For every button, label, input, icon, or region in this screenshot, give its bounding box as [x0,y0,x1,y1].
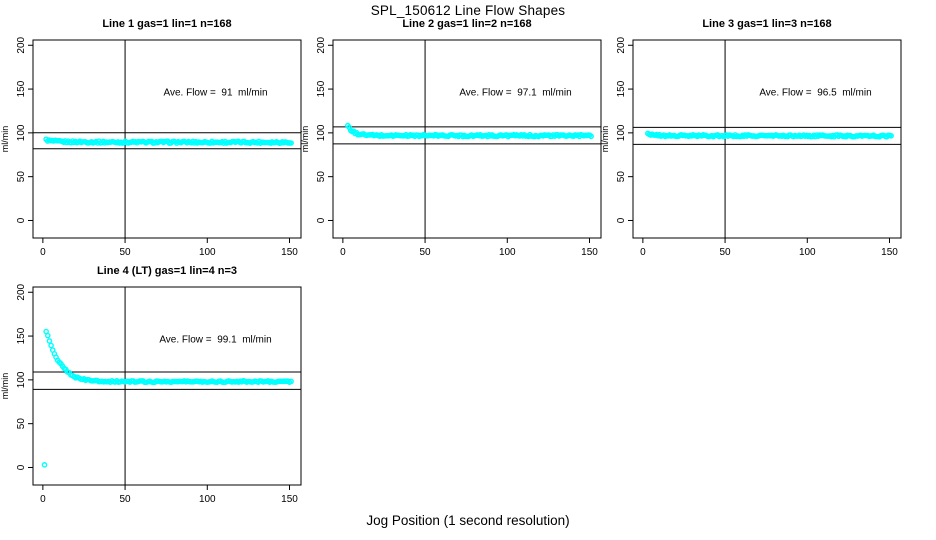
svg-text:100: 100 [16,124,27,141]
svg-text:50: 50 [16,418,27,430]
svg-text:0: 0 [40,247,46,258]
ave-flow-annotation: Ave. Flow = 96.5 ml/min [759,88,871,99]
plot-canvas-line-3: 0 50 100 150 0 50 100 150 200 ml/min Ave. Flow = 9… [600,36,902,258]
svg-text:200: 200 [616,36,627,53]
svg-text:150: 150 [616,80,627,97]
svg-text:ml/min: ml/min [300,126,310,153]
svg-text:50: 50 [720,247,732,258]
svg-text:150: 150 [881,247,898,258]
ave-flow-annotation: Ave. Flow = 91 ml/min [163,88,267,99]
panel-line-4: Line 4 (LT) gas=1 lin=4 n=3 0 50 100 150 0 50… [0,265,312,517]
svg-text:ml/min: ml/min [600,126,610,153]
svg-text:100: 100 [316,124,327,141]
svg-text:150: 150 [16,327,27,344]
svg-text:0: 0 [16,464,27,470]
panel-title-line-4: Line 4 (LT) gas=1 lin=4 n=3 [96,265,238,277]
svg-text:0: 0 [40,494,46,505]
svg-text:0: 0 [616,217,627,223]
svg-text:150: 150 [581,247,598,258]
svg-text:150: 150 [16,80,27,97]
svg-text:50: 50 [316,171,327,183]
x-axis-label: Jog Position (1 second resolution) [366,513,570,528]
svg-text:50: 50 [616,171,627,183]
svg-text:200: 200 [316,36,327,53]
svg-text:ml/min: ml/min [0,373,10,400]
panel-title-line-2: Line 2 gas=1 lin=2 n=168 [402,18,532,30]
svg-text:0: 0 [640,247,646,258]
svg-text:100: 100 [499,247,516,258]
svg-text:50: 50 [420,247,432,258]
svg-text:0: 0 [316,217,327,223]
svg-text:100: 100 [616,124,627,141]
svg-text:ml/min: ml/min [0,126,10,153]
plot-canvas-line-1: 0 50 100 150 0 50 100 150 200 ml/min Ave. Flow = 9… [0,36,302,258]
svg-text:50: 50 [16,171,27,183]
svg-text:100: 100 [199,494,216,505]
panel-line-2: Line 2 gas=1 lin=2 n=168 0 50 100 150 0 50 100… [300,18,612,270]
svg-text:150: 150 [316,80,327,97]
svg-text:0: 0 [340,247,346,258]
figure-title: SPL_150612 Line Flow Shapes [370,3,566,18]
svg-text:150: 150 [281,494,298,505]
svg-text:100: 100 [199,247,216,258]
plot-canvas-line-2: 0 50 100 150 0 50 100 150 200 ml/min Ave. Flow = 9… [300,36,602,258]
svg-text:100: 100 [16,371,27,388]
svg-text:50: 50 [120,494,132,505]
svg-text:150: 150 [281,247,298,258]
panel-line-3: Line 3 gas=1 lin=3 n=168 0 50 100 150 0 50 100… [600,18,912,270]
svg-text:200: 200 [16,36,27,53]
panel-title-line-1: Line 1 gas=1 lin=1 n=168 [102,18,232,30]
ave-flow-annotation: Ave. Flow = 97.1 ml/min [459,88,571,99]
svg-text:100: 100 [799,247,816,258]
panel-line-1: Line 1 gas=1 lin=1 n=168 0 50 100 150 0 50 100… [0,18,312,270]
svg-text:0: 0 [16,217,27,223]
ave-flow-annotation: Ave. Flow = 99.1 ml/min [159,335,271,346]
svg-text:50: 50 [120,247,132,258]
plot-canvas-line-4: 0 50 100 150 0 50 100 150 200 ml/min Ave. Flow = 9… [0,283,302,505]
panel-title-line-3: Line 3 gas=1 lin=3 n=168 [702,18,832,30]
svg-text:200: 200 [16,283,27,300]
